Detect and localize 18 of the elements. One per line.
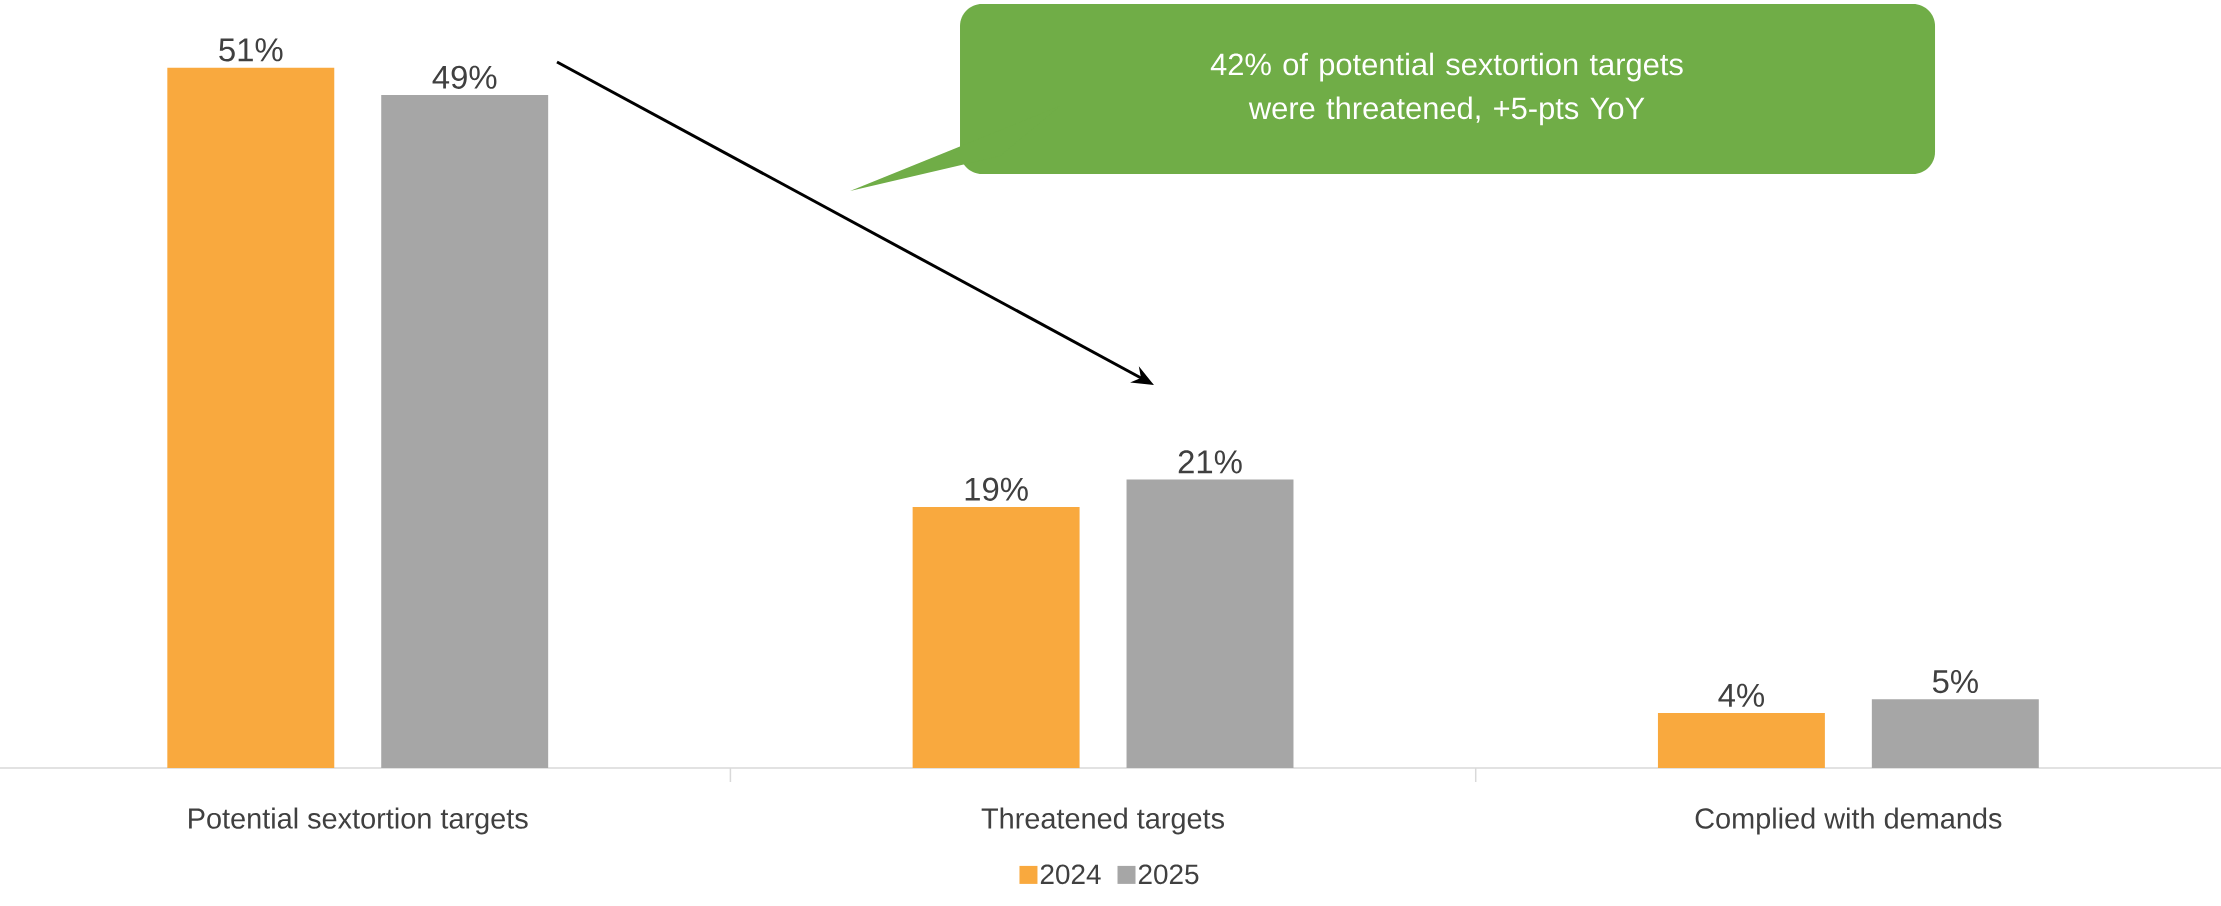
bar bbox=[1871, 699, 2039, 768]
data-label: 21% bbox=[1178, 450, 1242, 474]
x-tick-label: Potential sextortion targets bbox=[189, 807, 528, 835]
data-label: 19% bbox=[965, 477, 1028, 501]
data-label: 51% bbox=[219, 38, 283, 62]
data-label: 49% bbox=[432, 65, 497, 89]
bar bbox=[912, 507, 1080, 768]
x-tick-label: Complied with demands bbox=[1695, 807, 2002, 835]
bar bbox=[1126, 479, 1294, 768]
bar bbox=[381, 95, 549, 768]
data-label: 5% bbox=[1932, 670, 1978, 694]
bar bbox=[167, 67, 335, 768]
annotation: 42% of potential sextortion targets were threatened, +5-pts YoY bbox=[1210, 52, 1683, 126]
x-tick-label: Threatened targets bbox=[981, 807, 1225, 835]
legend-label: 2024 bbox=[1040, 864, 1101, 885]
legend-label: 2025 bbox=[1138, 864, 1199, 885]
data-label: 4% bbox=[1718, 683, 1764, 707]
bar bbox=[1657, 713, 1825, 768]
